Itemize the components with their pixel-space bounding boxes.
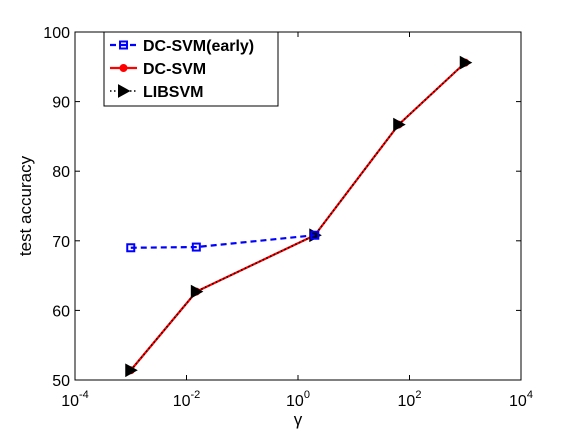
legend-entry: DC-SVM(early) <box>143 38 254 55</box>
series-dc-svm-early- <box>126 230 320 253</box>
y-axis: 50 60 70 80 90 100 <box>43 25 521 390</box>
x-tick-exponent: 4 <box>527 389 533 401</box>
data-point <box>310 230 320 240</box>
legend-entry: DC-SVM <box>143 61 206 78</box>
x-axis: 10-4 10-2 100 102 104 <box>61 32 533 410</box>
y-tick-label: 100 <box>43 25 70 42</box>
y-tick-label: 90 <box>52 95 70 112</box>
y-tick-label: 80 <box>52 164 70 181</box>
data-point <box>125 363 138 378</box>
legend-entry: LIBSVM <box>143 84 203 101</box>
x-tick-label: 100 <box>286 389 310 410</box>
x-tick-label: 102 <box>398 389 422 410</box>
x-tick-label: 104 <box>509 389 533 410</box>
x-tick-base: 10 <box>173 393 191 410</box>
data-point <box>190 284 204 299</box>
x-tick-base: 10 <box>61 393 79 410</box>
series-layer <box>125 55 473 378</box>
series-line <box>130 234 315 249</box>
y-axis-label: test accuracy <box>16 155 35 256</box>
x-tick-label: 10-4 <box>61 389 89 410</box>
x-tick-base: 10 <box>509 393 527 410</box>
x-tick-exponent: -4 <box>79 389 89 401</box>
series-line <box>130 62 466 371</box>
x-tick-base: 10 <box>286 393 304 410</box>
data-point <box>126 243 136 253</box>
data-point <box>191 242 201 252</box>
x-tick-base: 10 <box>398 393 416 410</box>
y-tick-label: 50 <box>52 373 70 390</box>
legend-swatch-marker <box>119 64 128 72</box>
x-tick-exponent: 2 <box>415 389 421 401</box>
legend-swatch-marker <box>119 40 128 50</box>
y-tick-label: 70 <box>52 234 70 251</box>
y-tick-label: 60 <box>52 303 70 320</box>
x-tick-label: 10-2 <box>173 389 201 410</box>
x-axis-label: γ <box>294 410 303 429</box>
x-tick-exponent: -2 <box>191 389 201 401</box>
x-tick-exponent: 0 <box>304 389 310 401</box>
data-point <box>393 117 406 132</box>
legend-swatch-marker <box>118 84 131 98</box>
legend: DC-SVM(early) DC-SVM LIBSVM <box>103 31 279 107</box>
data-point <box>459 55 473 70</box>
